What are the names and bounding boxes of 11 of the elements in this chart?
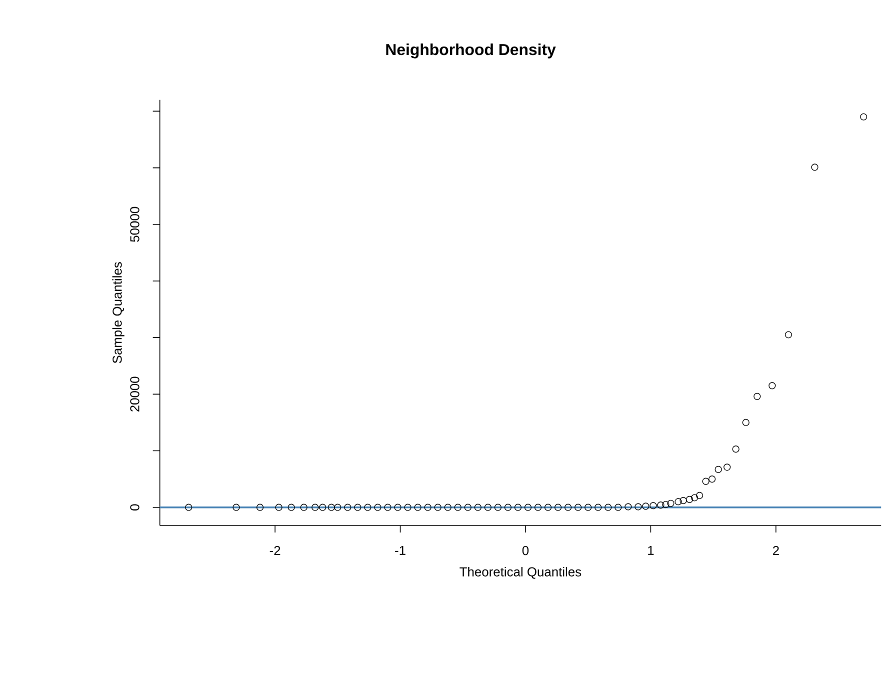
x-tick-label: 0 [522, 546, 529, 555]
x-tick-label: -2 [270, 546, 280, 555]
x-tick-label: 1 [648, 546, 654, 555]
x-tick-label: 2 [772, 546, 779, 555]
y-tick-label: 20000 [130, 376, 140, 412]
y-axis-title: Sample Quantiles [112, 262, 124, 363]
chart-title: Neighborhood Density [386, 43, 556, 58]
x-tick-label: -1 [395, 546, 406, 555]
x-axis-title: Theoretical Quantiles [460, 566, 582, 579]
y-tick-label: 0 [130, 504, 140, 510]
y-tick-label: 50000 [130, 206, 140, 242]
